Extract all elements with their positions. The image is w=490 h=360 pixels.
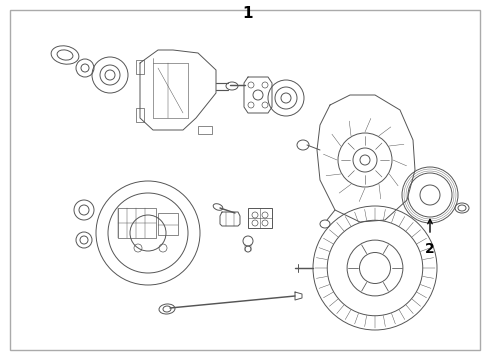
Text: 2: 2 — [425, 242, 435, 256]
Bar — [118, 208, 156, 238]
Bar — [136, 60, 144, 74]
Bar — [136, 108, 144, 122]
Bar — [158, 213, 178, 235]
Bar — [198, 126, 212, 134]
Bar — [248, 208, 272, 228]
Text: 1: 1 — [243, 6, 253, 21]
